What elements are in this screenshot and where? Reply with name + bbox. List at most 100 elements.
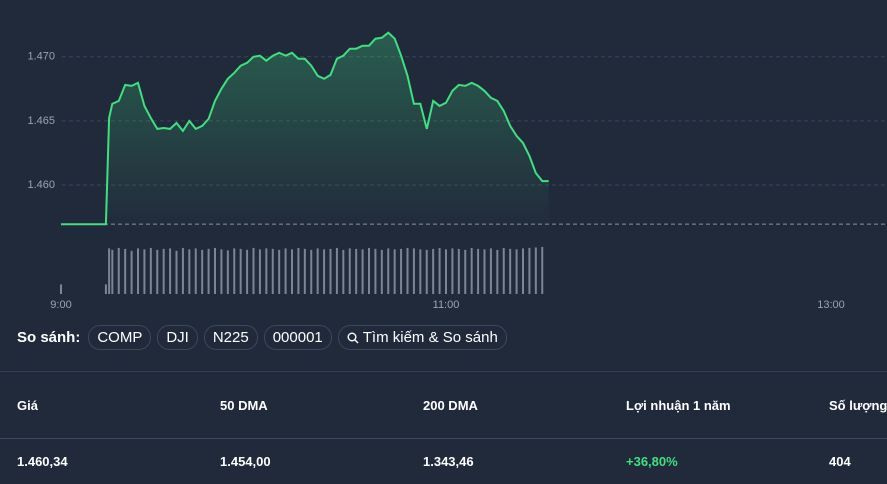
volume-bar (361, 249, 364, 294)
volume-bar (60, 284, 62, 294)
volume-bar (258, 249, 261, 294)
volume-bar (239, 248, 242, 294)
volume-bar (111, 249, 114, 294)
volume-bar (528, 247, 531, 294)
header-cell: Số lượng (829, 397, 887, 413)
volume-bar (515, 249, 518, 294)
volume-bar (477, 248, 480, 294)
volume-bar (438, 247, 441, 294)
x-tick-label: 9:00 (50, 299, 71, 311)
volume-bar (368, 247, 370, 294)
volume-bar (355, 248, 358, 294)
volume-bar (297, 247, 300, 294)
volume-bar (303, 248, 306, 294)
volume-bar (451, 248, 454, 294)
volume-bar (188, 249, 191, 294)
compare-chip[interactable]: DJI (157, 325, 198, 350)
volume-bar (489, 248, 492, 294)
volume-bar (509, 248, 512, 294)
volume-bar (541, 246, 544, 294)
search-button[interactable]: Tìm kiếm & So sánh (337, 325, 507, 350)
compare-chip[interactable]: 000001 (263, 325, 332, 350)
chart: 1.460 1.465 1.470 9:00 11:00 13:00 (27, 31, 887, 311)
volume-bar (316, 248, 319, 294)
volume-bar (117, 247, 120, 294)
y-tick-label: 1.465 (27, 115, 55, 127)
header-cell: Lợi nhuận 1 năm (626, 397, 731, 413)
volume-bar (265, 248, 268, 294)
volume-bar (425, 249, 428, 294)
table-header: Giá 50 DMA 200 DMA Lợi nhuận 1 năm Số lư… (0, 372, 887, 439)
volume-bar (156, 249, 159, 294)
volume-bar (137, 248, 139, 294)
volume-bar (207, 248, 210, 294)
volume-bar (502, 247, 505, 294)
volume-bar (194, 248, 197, 294)
volume-bar (271, 248, 274, 294)
volume-bar (130, 250, 133, 294)
area-fill (61, 32, 549, 231)
volume-bar (278, 249, 281, 294)
volume-bar (252, 247, 255, 294)
volume-bar (143, 249, 146, 294)
volume-bar (406, 247, 409, 294)
header-cell: Giá (17, 397, 38, 413)
search-icon (347, 332, 359, 343)
volume-bar (400, 248, 403, 294)
volume-bar (201, 249, 204, 294)
x-tick-label: 13:00 (817, 299, 845, 311)
volume-bar (445, 249, 447, 294)
volume-bar (374, 248, 377, 294)
volume-bar (412, 248, 415, 294)
volume-bar (419, 249, 422, 294)
volume-bar (310, 249, 313, 294)
volume-bar (181, 247, 184, 294)
volume-bar (348, 248, 351, 294)
volume-bar (175, 250, 178, 294)
volume-bar (226, 250, 229, 294)
value-cell: 1.454,00 (220, 454, 271, 469)
volume-bar (108, 248, 111, 294)
volume-bar (291, 249, 293, 294)
price-line (61, 31, 549, 226)
volume-bar (496, 249, 499, 294)
volume-bar (323, 249, 326, 294)
volume-bar (124, 248, 127, 294)
volume-bar (380, 249, 383, 294)
volume-bar (522, 248, 524, 294)
volume-bar (342, 249, 345, 294)
volume-bar (335, 247, 338, 294)
volume-bar (470, 247, 473, 294)
volume-bar (162, 248, 165, 294)
compare-bar: So sánh: COMP DJI N225 000001 Tìm kiếm &… (17, 325, 507, 350)
header-cell: 200 DMA (423, 397, 478, 413)
value-cell: 404 (829, 454, 851, 469)
table-row: 1.460,34 1.454,00 1.343,46 +36,80% 404 (0, 439, 887, 484)
y-tick-label: 1.470 (27, 51, 55, 63)
volume-bar (329, 248, 332, 294)
volume-bar (483, 249, 486, 294)
compare-label: So sánh: (17, 329, 81, 346)
y-tick-label: 1.460 (27, 179, 55, 191)
compare-chip[interactable]: N225 (203, 325, 258, 350)
volume-bar (246, 249, 249, 294)
volume-bar (387, 248, 390, 294)
volume-bar (432, 248, 435, 294)
header-cell: 50 DMA (220, 397, 268, 413)
volume-bar (534, 247, 537, 294)
volume-bar (233, 248, 236, 294)
volume-bar (220, 249, 223, 294)
volume-bar (464, 249, 467, 294)
search-text: Tìm kiếm & So sánh (362, 329, 498, 346)
volume-bar (104, 284, 107, 294)
volume-bar (457, 248, 460, 294)
value-cell: +36,80% (626, 454, 678, 469)
volume-bar (149, 247, 152, 294)
compare-chip[interactable]: COMP (88, 325, 152, 350)
value-cell: 1.460,34 (17, 454, 68, 469)
volume-bar (169, 248, 172, 294)
volume-bar (214, 247, 216, 294)
volume-bar (393, 249, 396, 294)
value-cell: 1.343,46 (423, 454, 474, 469)
